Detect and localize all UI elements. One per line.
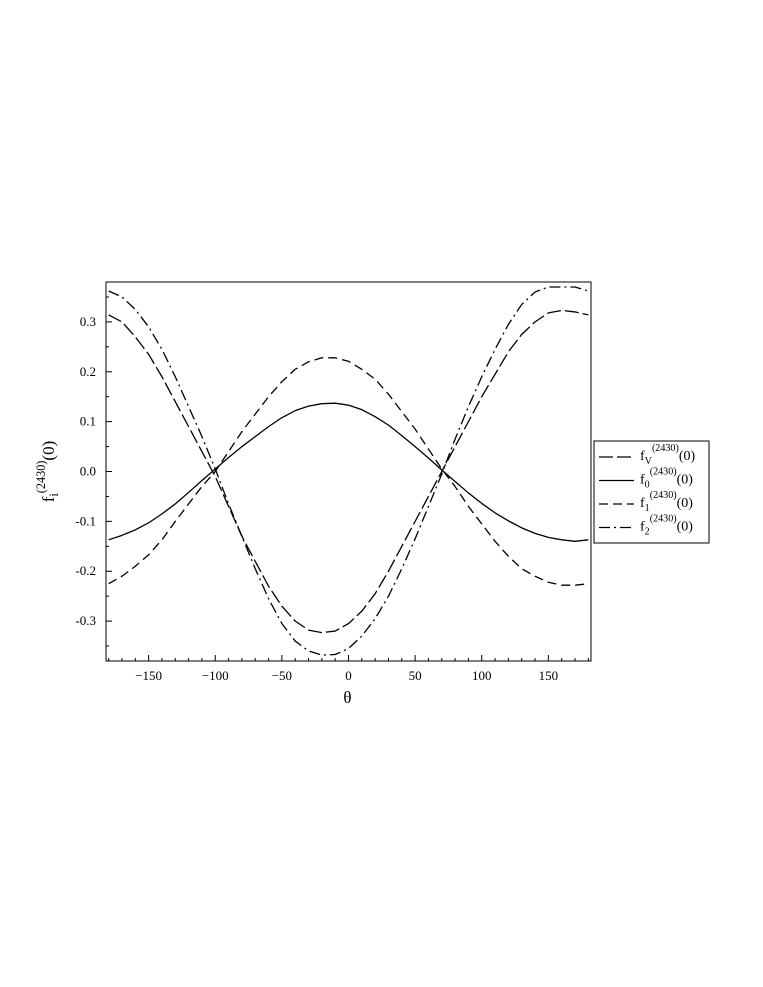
y-axis-title-sup: (2430) bbox=[34, 461, 48, 494]
legend-label-4: f2(2430)(0) bbox=[640, 514, 693, 538]
axes: −150 −100 −50 0 50 100 150 -0.3 -0.2 -0.1 0.0 0.1 0.… bbox=[34, 281, 592, 707]
y-tick-label: 0.2 bbox=[80, 364, 96, 379]
legend-label-1-base: f bbox=[640, 449, 645, 464]
legend: fV(2430)(0)f0(2430)(0)f1(2430)(0)f2(2430… bbox=[593, 440, 710, 544]
plot-frame bbox=[105, 281, 592, 662]
legend-label-1: fV (2430)(0) bbox=[640, 443, 695, 467]
plot-area bbox=[108, 286, 589, 656]
y-tick-label: 0.3 bbox=[80, 314, 96, 329]
series-line-2 bbox=[108, 402, 589, 542]
legend-label-1-sup: (2430) bbox=[652, 443, 679, 454]
y-tick-label: -0.2 bbox=[75, 563, 96, 578]
legend-label-4-sub: 2 bbox=[645, 527, 650, 538]
x-tick-label: −50 bbox=[272, 668, 292, 683]
legend-label-2-arg: (0) bbox=[677, 473, 694, 488]
series-line-3 bbox=[108, 357, 589, 586]
legend-label-1-sub: V bbox=[645, 456, 653, 467]
y-axis-title-base: f bbox=[39, 496, 58, 502]
legend-label-4-sup: (2430) bbox=[650, 514, 677, 525]
legend-box bbox=[593, 440, 710, 544]
legend-label-2-sup: (2430) bbox=[650, 467, 677, 478]
legend-label-3-sup: (2430) bbox=[650, 490, 677, 501]
x-tick-label: 50 bbox=[409, 668, 422, 683]
legend-label-3-base: f bbox=[640, 496, 645, 511]
x-axis-title: θ bbox=[343, 688, 351, 707]
legend-label-3-arg: (0) bbox=[677, 496, 694, 511]
series-line-4 bbox=[108, 286, 589, 656]
x-tick-label: 150 bbox=[539, 668, 559, 683]
legend-label-4-arg: (0) bbox=[677, 520, 694, 535]
y-tick-label: 0.0 bbox=[80, 464, 96, 479]
y-axis-title-sub: i bbox=[47, 493, 61, 497]
x-tick-label: 0 bbox=[345, 668, 352, 683]
x-tick-label: −100 bbox=[202, 668, 229, 683]
legend-label-4-base: f bbox=[640, 520, 645, 535]
series-line-1 bbox=[108, 309, 589, 634]
y-axis-title-group: fi(2430)(0) bbox=[34, 441, 61, 503]
legend-label-1-arg: (0) bbox=[679, 449, 696, 464]
y-axis-title-arg: (0) bbox=[39, 441, 58, 461]
legend-label-3-sub: 1 bbox=[645, 503, 650, 514]
legend-label-2-base: f bbox=[640, 473, 645, 488]
legend-label-2-sub: 0 bbox=[645, 480, 650, 491]
legend-label-2: f0(2430)(0) bbox=[640, 467, 693, 491]
x-tick-label: 100 bbox=[472, 668, 492, 683]
y-tick-label: -0.1 bbox=[75, 513, 96, 528]
y-tick-label: -0.3 bbox=[75, 613, 96, 628]
x-tick-label: −150 bbox=[135, 668, 162, 683]
y-tick-label: 0.1 bbox=[80, 414, 96, 429]
legend-label-3: f1(2430)(0) bbox=[640, 490, 693, 514]
y-axis-title: fi(2430)(0) bbox=[34, 441, 61, 503]
